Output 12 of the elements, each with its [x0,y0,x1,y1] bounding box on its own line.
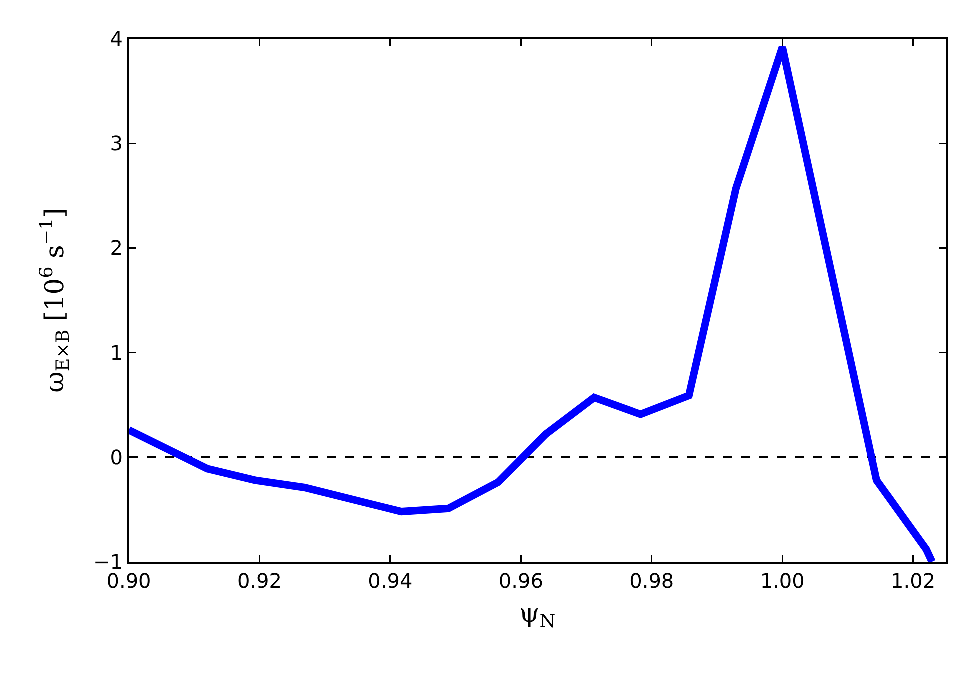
y-tick-label: 4 [110,27,123,51]
x-tick-label: 0.98 [630,569,674,593]
y-tick-label: 2 [110,236,123,260]
x-axis-title: ψ$_{N}$ [519,599,556,633]
x-tick-label: 0.96 [498,569,544,593]
x-tick-label: 1.00 [760,569,805,593]
y-tick-label: 0 [110,445,123,470]
y-tick-label: 1 [110,340,123,365]
x-tick-label: 0.92 [237,569,282,593]
y-tick-label: 3 [110,132,123,156]
x-tick-label: 1.02 [891,569,936,593]
x-tick-label: 0.94 [368,569,413,593]
